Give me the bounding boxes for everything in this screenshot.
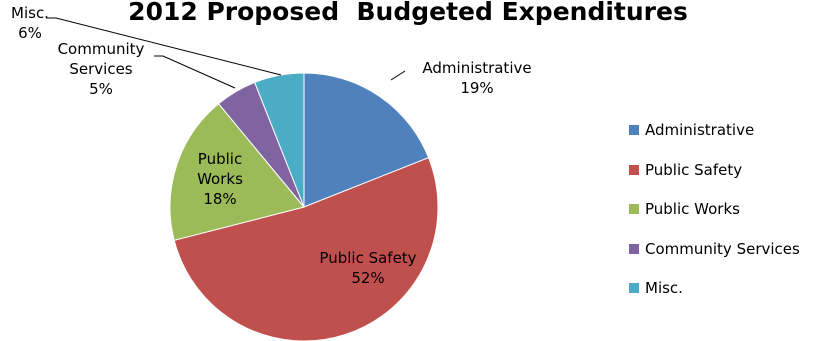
legend-label-misc: Misc. (645, 279, 683, 297)
legend-label-community-services: Community Services (645, 239, 800, 258)
pie-slice-administrative (303, 72, 430, 208)
legend-item-public-safety: Public Safety (629, 160, 800, 180)
leader-line-misc (46, 17, 282, 76)
leader-line-community-services (154, 55, 236, 89)
legend-swatch-public-safety (629, 164, 639, 175)
chart-title: 2012 Proposed Budgeted Expenditures (128, 0, 688, 26)
data-label-public-safety: Public Safety 52% (319, 249, 416, 287)
legend-item-community-services: Community Services (629, 239, 800, 259)
legend-swatch-community-services (629, 243, 639, 254)
legend: Administrative Public Safety Public Works C… (629, 120, 800, 318)
legend-label-public-safety: Public Safety (645, 160, 743, 179)
legend-swatch-public-works (629, 204, 639, 214)
legend-swatch-administrative (629, 125, 639, 135)
data-label-community-services: Community Services 5% (58, 40, 145, 98)
legend-label-administrative: Administrative (645, 121, 755, 139)
legend-swatch-misc (629, 283, 639, 293)
pie-slice-misc (254, 72, 305, 208)
legend-item-public-works: Public Works (629, 199, 800, 219)
pie-slice-public-works (169, 103, 305, 241)
legend-item-administrative: Administrative (629, 120, 800, 140)
data-label-misc: Misc. 6% (11, 4, 49, 42)
data-label-administrative: Administrative 19% (422, 59, 531, 97)
legend-item-misc: Misc. (629, 278, 800, 298)
pie-slice-public-safety (173, 157, 439, 341)
legend-label-public-works: Public Works (645, 200, 740, 218)
data-label-public-works: Public Works 18% (197, 150, 243, 208)
leader-line-administrative (390, 70, 406, 81)
